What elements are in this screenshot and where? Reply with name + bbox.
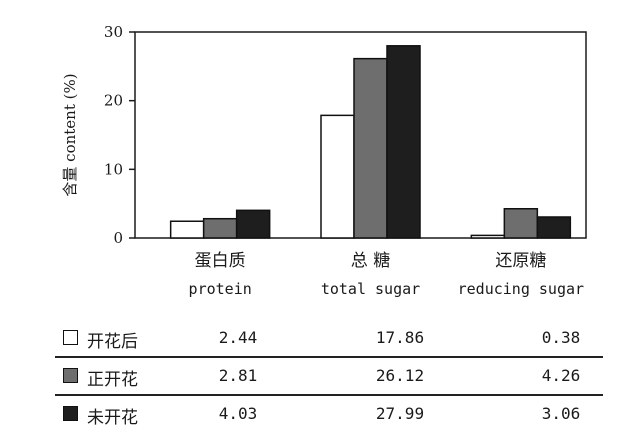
- x-category-label-en: protein: [189, 280, 252, 298]
- table-row: 未开花 4.03 27.99 3.06: [55, 396, 603, 432]
- x-category-label-en: total sugar: [321, 280, 420, 298]
- y-tick-label: 30: [104, 23, 123, 41]
- y-tick-label: 20: [104, 92, 123, 110]
- table-cell: 4.03: [218, 404, 258, 423]
- table-cell: 2.81: [218, 366, 258, 385]
- x-category-label: 蛋白质: [195, 251, 246, 271]
- legend-swatch: [63, 330, 78, 345]
- y-axis: 0 10 20 30: [104, 23, 135, 247]
- legend-swatch: [63, 368, 78, 383]
- bars: [169, 45, 572, 239]
- table-row: 正开花 2.81 26.12 4.26: [55, 358, 603, 396]
- table-cell: 4.26: [541, 366, 581, 385]
- table-cell: 17.86: [375, 328, 425, 347]
- bar: [235, 209, 271, 239]
- table-row: 开花后 2.44 17.86 0.38: [55, 320, 603, 358]
- y-axis-label: 含量 content (%): [61, 73, 79, 196]
- bar: [536, 216, 572, 239]
- y-tick-label: 10: [104, 160, 123, 178]
- bar-chart: 0 10 20 30 蛋白质 protein 总 糖 total sugar 还原糖 reduc…: [61, 23, 587, 298]
- x-category-label: 还原糖: [495, 251, 546, 271]
- bar: [202, 217, 238, 239]
- bar: [470, 234, 506, 239]
- x-category-label-en: reducing sugar: [458, 280, 584, 298]
- legend-swatch: [63, 406, 78, 421]
- table-cell: 2.44: [218, 328, 258, 347]
- x-axis-categories: 蛋白质 protein 总 糖 total sugar 还原糖 reducing suga…: [189, 251, 584, 298]
- table-cell: 0.38: [541, 328, 581, 347]
- table-cell: 26.12: [375, 366, 425, 385]
- bar: [320, 114, 355, 239]
- table-cell: 27.99: [375, 404, 425, 423]
- x-category-label: 总 糖: [351, 251, 390, 271]
- bar: [169, 220, 205, 239]
- series-name: 正开花: [87, 370, 138, 390]
- series-name: 开花后: [87, 332, 138, 352]
- bar: [386, 45, 421, 239]
- bar: [503, 207, 539, 239]
- series-name: 未开花: [87, 408, 138, 428]
- table-cell: 3.06: [541, 404, 581, 423]
- bar: [353, 57, 388, 239]
- y-tick-label: 0: [113, 229, 123, 247]
- data-table: 开花后 2.44 17.86 0.38 正开花 2.81 26.12 4.26 …: [55, 320, 603, 432]
